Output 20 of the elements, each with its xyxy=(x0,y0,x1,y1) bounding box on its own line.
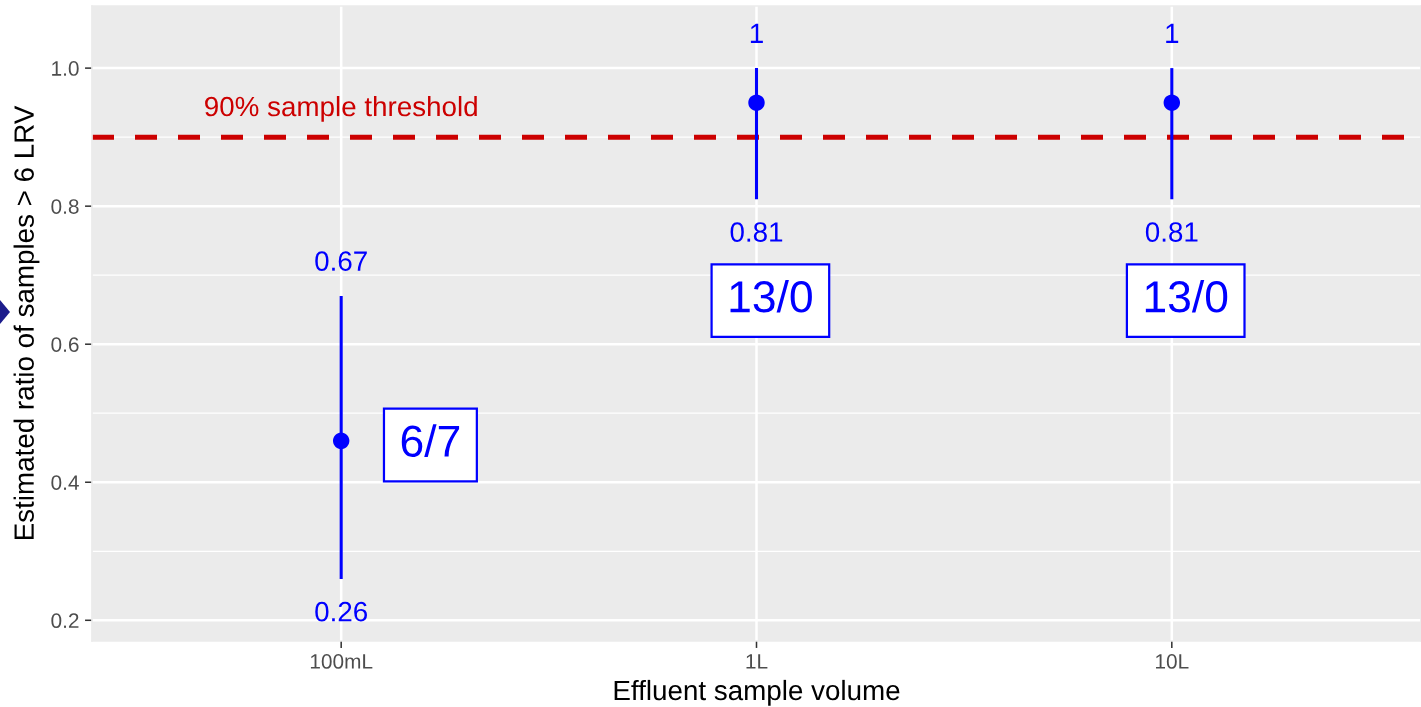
y-tick-label: 0.8 xyxy=(51,199,79,214)
y-tick-label: 0.4 xyxy=(51,475,79,490)
y-axis-title: Estimated ratio of samples > 6 LRV xyxy=(13,105,40,540)
annotation: 13/0 xyxy=(730,279,812,313)
x-tick-label: 10L xyxy=(1156,654,1189,669)
ref-line-label: 90% sample threshold xyxy=(205,95,477,122)
x-tick-label: 1L xyxy=(746,654,768,669)
x-tick-label: 100mL xyxy=(310,654,373,669)
annotation: 0.26 xyxy=(315,601,367,622)
annotation: 0.81 xyxy=(730,222,783,242)
annotation: 13/0 xyxy=(1145,279,1228,313)
y-tick-label: 1.0 xyxy=(52,61,79,76)
annotation: 1 xyxy=(1166,23,1179,43)
y-tick-label: 0.2 xyxy=(51,613,79,629)
x-axis-title: Effluent sample volume xyxy=(614,679,900,706)
annotation: 6/7 xyxy=(401,424,460,457)
annotation: 0.81 xyxy=(1145,222,1198,242)
annotation: 1 xyxy=(750,23,763,43)
y-tick-label: 0.6 xyxy=(51,337,79,352)
annotation: 0.67 xyxy=(315,251,367,271)
